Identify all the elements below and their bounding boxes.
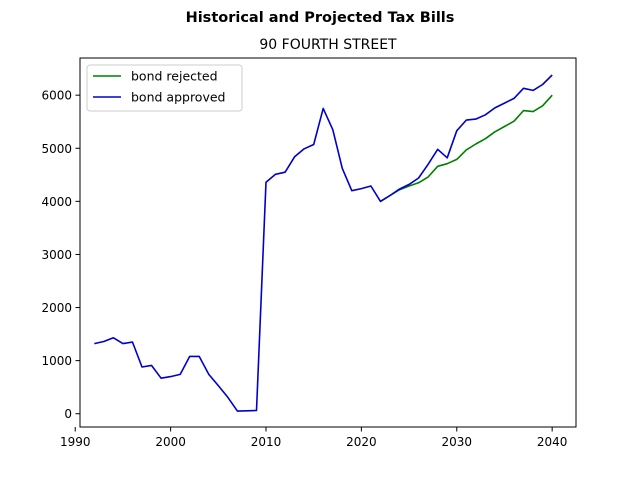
x-tick-label: 2000 [155, 435, 186, 449]
y-axis: 0 1000 2000 3000 4000 5000 6000 [41, 89, 80, 421]
y-tick-label: 5000 [41, 142, 72, 156]
x-tick-label: 2010 [251, 435, 282, 449]
chart-title: Historical and Projected Tax Bills [186, 10, 455, 26]
legend-label-0: bond rejected [131, 69, 218, 84]
series-line-1 [94, 74, 553, 412]
series-layer [94, 74, 553, 412]
legend-label-1: bond approved [131, 90, 225, 105]
series-line-0 [380, 94, 553, 203]
x-tick-label: 2030 [441, 435, 472, 449]
y-tick-label: 1000 [41, 354, 72, 368]
y-tick-label: 4000 [41, 195, 72, 209]
x-tick-label: 1990 [60, 435, 91, 449]
legend-box [86, 64, 243, 112]
x-tick-label: 2040 [537, 435, 568, 449]
y-tick-label: 6000 [41, 89, 72, 103]
plot-frame [79, 57, 577, 428]
chart-subtitle: 90 FOURTH STREET [259, 37, 397, 53]
y-tick-label: 3000 [41, 248, 72, 262]
x-axis: 1990 2000 2010 2020 2030 2040 [60, 427, 567, 449]
y-tick-label: 0 [64, 407, 72, 421]
y-tick-label: 2000 [41, 301, 72, 315]
legend: bond rejected bond approved [86, 64, 243, 112]
x-tick-label: 2020 [346, 435, 377, 449]
